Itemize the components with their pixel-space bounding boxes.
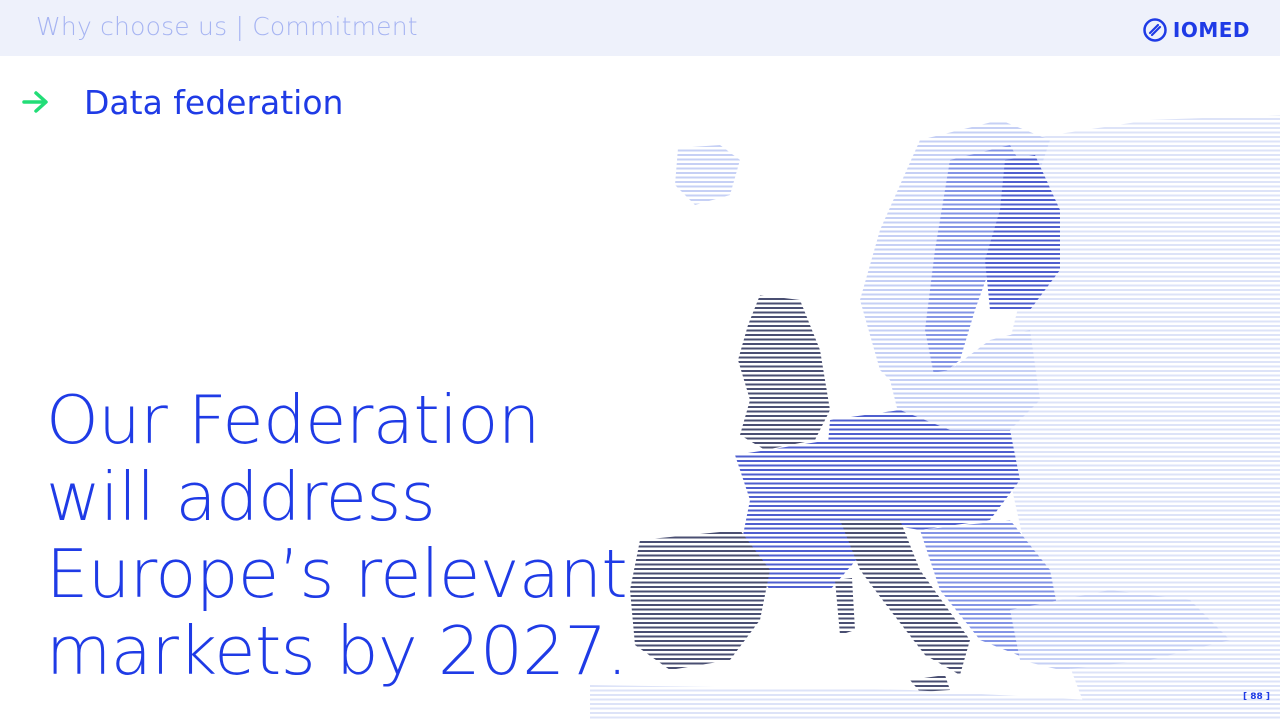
section-heading: Data federation [22,80,343,124]
breadcrumb: Why choose us | Commitment [36,12,418,41]
uk-ireland-region [738,295,830,450]
central-europe-region [825,410,1020,530]
top-bar: Why choose us | Commitment IOMED [0,0,1280,56]
section-title: Data federation [84,82,344,122]
greece-turkey-region [1010,590,1230,670]
baltic-region [890,330,1040,430]
headline-line-3: Europe’s relevant [46,535,628,613]
page-number: [ 88 ] [1242,692,1270,702]
sicily-region [910,675,950,692]
europe-map-graphic [590,115,1280,720]
headline-line-1: Our Federation [46,381,540,459]
islands-region [835,578,855,635]
headline: Our Federation will address Europe’s rel… [46,381,628,690]
headline-line-4: markets by 2027. [46,612,628,690]
arrow-right-icon [22,91,48,113]
iberia-region [630,530,770,670]
company-logo: IOMED [1143,17,1250,43]
sea-lines-region [590,685,1280,720]
logo-text: IOMED [1172,18,1250,42]
italy-region [840,520,970,675]
finland-region [985,155,1060,310]
iceland-region [675,145,740,205]
logo-mark-icon [1143,18,1167,42]
eastern-europe-region [990,115,1280,720]
headline-line-2: will address [46,458,436,536]
france-region [735,440,865,590]
